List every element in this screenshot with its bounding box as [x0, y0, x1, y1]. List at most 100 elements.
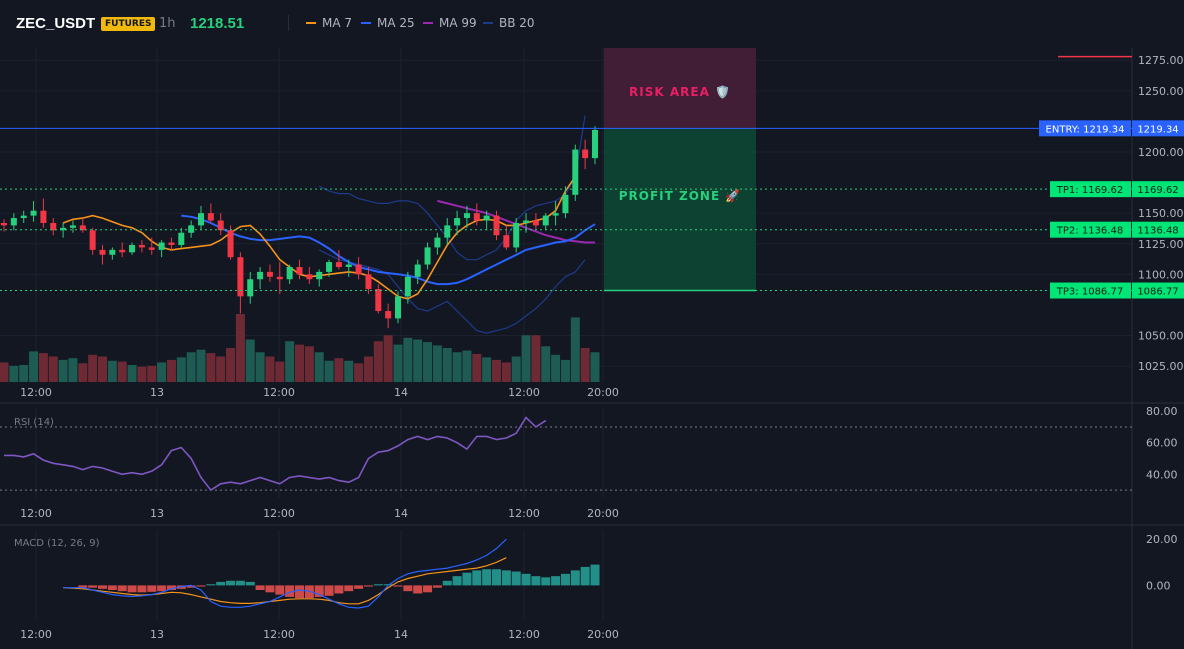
legend-ma99-swatch — [423, 22, 433, 24]
candle-body — [395, 296, 401, 319]
macd-histogram-bar — [235, 580, 245, 586]
time-tick-label: 12:00 — [263, 386, 295, 399]
macd-histogram-bar — [88, 585, 98, 588]
volume-bar — [107, 360, 117, 382]
price-tick-label: 1125.00 — [1138, 238, 1184, 251]
entry-axis-tag — [1132, 120, 1184, 137]
candle-body — [513, 222, 520, 248]
time-tick-label: 20:00 — [587, 386, 619, 399]
macd-histogram-bar — [541, 577, 551, 586]
candle-body — [158, 242, 165, 250]
volume-bar — [68, 358, 78, 382]
timeframe-label[interactable]: 1h — [159, 16, 176, 31]
macd-histogram-bar — [501, 570, 511, 586]
candle-body — [207, 213, 214, 221]
candle-body — [404, 276, 411, 297]
candle-body — [109, 249, 116, 255]
macd-histogram-bar — [334, 585, 344, 594]
volume-bar — [38, 353, 48, 382]
macd-histogram-bar — [560, 573, 570, 586]
volume-bar — [324, 360, 334, 382]
candle-body — [198, 213, 204, 226]
macd-histogram-bar — [206, 584, 216, 586]
candle-body — [69, 225, 76, 228]
legend-ma7-swatch — [306, 22, 316, 24]
volume-bar — [363, 356, 373, 382]
legend-ma25[interactable]: MA 25 — [361, 16, 415, 30]
volume-bar — [29, 351, 39, 382]
legend-ma25-swatch — [361, 22, 371, 24]
pane-background — [0, 408, 1132, 498]
candle-body — [237, 257, 244, 297]
volume-bar — [285, 341, 295, 382]
legend-ma7[interactable]: MA 7 — [306, 16, 352, 30]
macd-histogram-bar — [354, 585, 364, 589]
macd-histogram-bar — [373, 584, 383, 586]
candle-body — [542, 215, 549, 226]
volume-bar — [176, 357, 186, 382]
candle-body — [99, 249, 106, 255]
volume-bar — [206, 353, 216, 382]
macd-title: MACD (12, 26, 9) — [14, 538, 100, 549]
rsi-title: RSI (14) — [14, 417, 54, 428]
candle-body — [10, 218, 17, 226]
candle-body — [306, 274, 313, 280]
volume-bar — [334, 358, 344, 382]
time-tick-label: 12:00 — [508, 507, 540, 520]
macd-histogram-bar — [472, 570, 482, 586]
entry-tag — [1039, 120, 1131, 137]
risk-area-label: RISK AREA 🛡️ — [629, 85, 731, 99]
macd-histogram-bar — [78, 585, 88, 588]
volume-bar — [521, 335, 531, 382]
macd-histogram-bar — [442, 580, 452, 586]
volume-bar — [137, 366, 147, 382]
volume-bar — [531, 335, 541, 382]
candle-body — [552, 213, 559, 216]
legend-bb20[interactable]: BB 20 — [483, 16, 535, 30]
time-tick-label: 14 — [394, 507, 408, 520]
candle-body — [286, 266, 293, 280]
candle-body — [385, 311, 392, 319]
tp-tag-label: TP2: 1136.48 — [1056, 226, 1123, 237]
macd-tick-label: 20.00 — [1146, 533, 1178, 546]
volume-bar — [393, 344, 403, 382]
macd-histogram-bar — [295, 585, 304, 599]
candle-body — [316, 271, 323, 280]
entry-axis-label: 1219.34 — [1137, 124, 1178, 135]
legend-ma99[interactable]: MA 99 — [423, 16, 477, 30]
volume-bar — [541, 346, 551, 382]
volume-bar — [432, 345, 442, 382]
symbol-name[interactable]: ZEC_USDT — [16, 15, 96, 32]
volume-bar — [117, 361, 127, 382]
candle-body — [572, 149, 579, 195]
rsi-pane: RSI (14) — [0, 416, 1132, 492]
candle-body — [178, 232, 185, 245]
candle-body — [227, 230, 234, 258]
volume-bar — [166, 359, 176, 382]
price-tick-label: 1025.00 — [1138, 360, 1184, 373]
candle-body — [355, 264, 362, 275]
tp-tag-label: TP1: 1169.62 — [1056, 185, 1123, 196]
axes: 1025.00 1050.00 1100.00 1125.00 1150.00 1200.… — [20, 54, 1183, 641]
candle-body — [444, 225, 451, 238]
legend-ma7-label: MA 7 — [322, 16, 353, 30]
candle-body — [60, 227, 67, 231]
volume-bar — [590, 352, 600, 382]
macd-histogram-bar — [363, 585, 373, 587]
macd-tick-label: 0.00 — [1146, 579, 1171, 592]
entry-tag-label: ENTRY: 1219.34 — [1046, 124, 1125, 135]
volume-bar — [147, 365, 157, 382]
last-price: 1218.51 — [190, 15, 245, 32]
candle-body — [257, 271, 264, 280]
risk-area — [604, 48, 756, 129]
candle-body — [138, 244, 145, 248]
price-tick-label: 1200.00 — [1138, 146, 1184, 159]
candle-body — [523, 220, 530, 223]
time-tick-label: 12:00 — [20, 386, 52, 399]
macd-histogram-bar — [344, 585, 354, 592]
candle-body — [335, 262, 342, 267]
tp-axis-tag — [1132, 221, 1184, 238]
volume-bar — [265, 356, 275, 382]
volume-bar — [462, 350, 472, 382]
